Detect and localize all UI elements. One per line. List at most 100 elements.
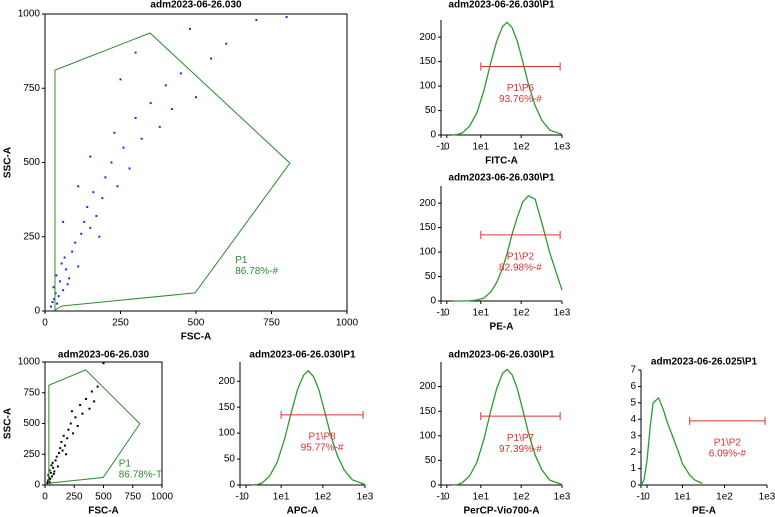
gate-label: P1\P2 — [507, 252, 535, 263]
x-axis-label: PE-A — [490, 322, 514, 333]
event-dot — [51, 461, 54, 464]
x-tick-label: 1e2 — [315, 492, 332, 503]
event-dot — [55, 455, 58, 458]
x-tick-label: 1e3 — [357, 492, 374, 503]
event-dot — [54, 459, 57, 462]
y-tick-label: 100 — [419, 247, 436, 258]
x-axis-label: PE-A — [692, 506, 716, 517]
x-tick-label: 500 — [188, 318, 205, 329]
x-tick-label: 1e3 — [554, 492, 571, 503]
event-dot — [81, 412, 84, 415]
y-tick-label: 200 — [218, 376, 235, 387]
gate-label: P1 — [119, 459, 132, 470]
x-tick-label: 1e1 — [472, 142, 489, 153]
y-tick-label: 7 — [630, 365, 636, 376]
y-tick-label: 150 — [419, 56, 436, 67]
x-tick-label: -1 — [437, 492, 446, 503]
plot-frame — [44, 13, 348, 312]
x-tick-label: 1000 — [151, 492, 174, 503]
event-dot — [65, 453, 68, 456]
event-dot — [53, 470, 56, 473]
histogram-curve — [452, 368, 563, 486]
event-dot — [68, 277, 71, 280]
event-dot — [74, 241, 77, 244]
y-tick-label: 250 — [23, 231, 40, 242]
y-tick-label: 0 — [229, 480, 235, 491]
x-tick-label: -1 — [437, 142, 446, 153]
x-tick-label: 750 — [124, 492, 141, 503]
y-tick-label: 6 — [630, 381, 636, 392]
event-dot — [65, 268, 68, 271]
event-dot — [79, 404, 82, 407]
gate-label: 95.77%-# — [301, 443, 344, 454]
gate-label: 86.78%-T — [119, 470, 162, 481]
event-dot — [170, 108, 173, 111]
y-tick-label: 200 — [419, 32, 436, 43]
y-tick-label: 750 — [23, 387, 40, 398]
y-tick-label: 50 — [224, 454, 236, 465]
event-dot — [122, 146, 125, 149]
event-dot — [52, 286, 55, 289]
x-tick-label: 1000 — [336, 318, 359, 329]
y-tick-label: 1000 — [18, 357, 41, 368]
x-tick-label: 0 — [42, 492, 48, 503]
histogram-curve — [452, 21, 563, 136]
event-dot — [49, 471, 52, 474]
event-dot — [134, 51, 137, 54]
event-dot — [77, 185, 80, 188]
y-tick-label: 200 — [419, 381, 436, 392]
event-dot — [63, 444, 66, 447]
x-tick-label: -1 — [437, 308, 446, 319]
event-dot — [60, 262, 63, 265]
event-dot — [134, 116, 137, 119]
gate-label: 86.78%-# — [235, 266, 278, 277]
y-tick-label: 0 — [430, 130, 436, 141]
y-axis-label: SSC-A — [3, 408, 14, 439]
y-tick-label: 2 — [630, 447, 636, 458]
event-dot — [96, 385, 99, 388]
x-tick-label: 0 — [444, 492, 450, 503]
y-tick-label: 0 — [34, 480, 40, 491]
event-dot — [76, 424, 79, 427]
x-axis-label: PerCP-Vio700-A — [464, 506, 540, 517]
event-dot — [56, 302, 59, 305]
y-tick-label: 100 — [419, 430, 436, 441]
event-dot — [116, 185, 119, 188]
y-tick-label: 50 — [425, 105, 437, 116]
event-dot — [179, 72, 182, 75]
event-dot — [164, 84, 167, 87]
event-dot — [158, 125, 161, 128]
event-dot — [49, 477, 52, 480]
event-dot — [140, 137, 143, 140]
event-dot — [46, 482, 49, 485]
event-dot — [255, 18, 258, 21]
plot-frame — [44, 361, 163, 486]
event-dot — [48, 469, 51, 472]
y-tick-label: 750 — [23, 83, 40, 94]
x-tick-label: 1e1 — [273, 492, 290, 503]
event-dot — [86, 206, 89, 209]
y-tick-label: 4 — [630, 414, 636, 425]
y-tick-label: 500 — [23, 157, 40, 168]
y-tick-label: 500 — [23, 418, 40, 429]
gate-label: 93.76%-# — [499, 94, 542, 105]
x-tick-label: 1e3 — [554, 142, 571, 153]
histogram-curve — [452, 194, 563, 302]
x-tick-label: 1e1 — [472, 492, 489, 503]
event-dot — [89, 226, 92, 229]
chart-title: adm2023-06-26.025\P1 — [651, 357, 758, 368]
gate-label: 82.98%-# — [499, 263, 542, 274]
event-dot — [210, 57, 213, 60]
gate-label: 6.09%-# — [709, 449, 747, 460]
event-dot — [48, 480, 51, 483]
event-dot — [110, 161, 113, 164]
event-dot — [70, 410, 73, 413]
y-tick-label: 100 — [218, 428, 235, 439]
gate-polygon — [54, 32, 291, 311]
y-tick-label: 0 — [430, 480, 436, 491]
event-dot — [113, 131, 116, 134]
event-dot — [285, 15, 288, 18]
event-dot — [60, 440, 63, 443]
x-axis-label: APC-A — [287, 506, 319, 517]
